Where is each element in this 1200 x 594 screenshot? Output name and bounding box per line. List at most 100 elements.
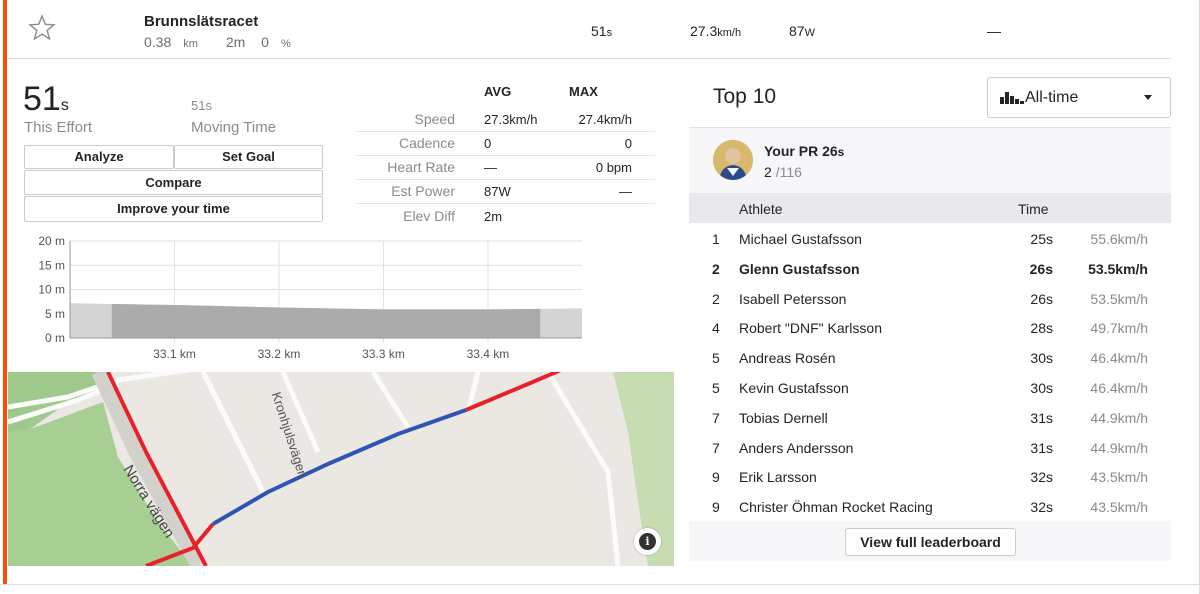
analyze-button[interactable]: Analyze bbox=[24, 145, 174, 169]
leaderboard-row[interactable]: 5 Andreas Rosén 30s 46.4km/h bbox=[689, 342, 1171, 372]
athlete-name[interactable]: Isabell Petersson bbox=[739, 290, 847, 307]
rank: 7 bbox=[712, 439, 720, 456]
stat-max: 27.4km/h bbox=[578, 112, 632, 127]
rank: 5 bbox=[712, 350, 720, 367]
rank: 7 bbox=[712, 409, 720, 426]
segment-distance: 0.38 km bbox=[144, 34, 198, 50]
athlete-name[interactable]: Kevin Gustafsson bbox=[739, 380, 849, 396]
speed: 43.5km/h bbox=[1090, 469, 1148, 486]
y-tick-label: 5 m bbox=[45, 307, 65, 321]
rank: 4 bbox=[712, 320, 720, 337]
leaderboard-title: Top 10 bbox=[713, 85, 777, 108]
segment-speed: 27.3km/h bbox=[690, 23, 742, 39]
leaderboard-row[interactable]: 7 Anders Andersson 31s 44.9km/h bbox=[689, 432, 1171, 462]
park-area bbox=[613, 372, 674, 566]
stat-divider bbox=[357, 131, 655, 132]
x-tick-label: 33.1 km bbox=[153, 347, 196, 361]
segment-elevation-area bbox=[111, 304, 541, 338]
x-tick-label: 33.4 km bbox=[467, 347, 510, 361]
stat-label: Cadence bbox=[398, 135, 455, 151]
athlete-name[interactable]: Michael Gustafsson bbox=[739, 231, 862, 247]
map-info-button[interactable]: i bbox=[634, 528, 661, 555]
time: 30s bbox=[1030, 380, 1053, 396]
leaderboard-row[interactable]: 4 Robert "DNF" Karlsson 28s 49.7km/h bbox=[689, 312, 1171, 342]
athlete-name[interactable]: Anders Andersson bbox=[739, 439, 854, 456]
stat-label: Est Power bbox=[391, 183, 455, 199]
leaderboard-row[interactable]: 2 Glenn Gustafsson 26s 53.5km/h bbox=[689, 253, 1171, 283]
rank: 2 bbox=[712, 260, 720, 277]
leaderboard-row[interactable]: 5 Kevin Gustafsson 30s 46.4km/h bbox=[689, 372, 1171, 402]
stat-label: Elev Diff bbox=[403, 208, 455, 224]
rank: 9 bbox=[712, 469, 720, 486]
athlete-name[interactable]: Andreas Rosén bbox=[739, 350, 836, 367]
leaderboard-table: 1 Michael Gustafsson 25s 55.6km/h 2 Glenn Gus… bbox=[689, 223, 1171, 521]
stat-label: Heart Rate bbox=[387, 159, 455, 175]
time: 31s bbox=[1030, 439, 1053, 456]
athlete-name[interactable]: Tobias Dernell bbox=[739, 409, 828, 426]
time: 30s bbox=[1030, 350, 1053, 367]
max-header: MAX bbox=[569, 84, 598, 99]
speed: 53.5km/h bbox=[1090, 290, 1148, 307]
leaderboard-row[interactable]: 2 Isabell Petersson 26s 53.5km/h bbox=[689, 283, 1171, 313]
time: 26s bbox=[1030, 290, 1053, 307]
speed: 43.5km/h bbox=[1090, 499, 1148, 516]
filter-selected-value: All-time bbox=[1025, 89, 1079, 106]
leaderboard-row[interactable]: 9 Christer Öhman Rocket Racing 32s 43.5km/h bbox=[689, 491, 1171, 521]
segment-power: 87W bbox=[789, 23, 815, 39]
segment-grade: 0% bbox=[261, 34, 291, 50]
stat-max: 0 bpm bbox=[595, 160, 632, 175]
segment-name[interactable]: Brunnslätsracet bbox=[144, 13, 259, 30]
time: 28s bbox=[1030, 320, 1053, 337]
caret-down-icon bbox=[1144, 95, 1152, 100]
stat-max: 0 bbox=[624, 136, 632, 151]
stat-avg: 2m bbox=[484, 209, 503, 224]
speed: 55.6km/h bbox=[1090, 231, 1148, 247]
stat-avg: — bbox=[484, 160, 497, 175]
effort-label: This Effort bbox=[24, 119, 93, 136]
view-full-leaderboard-button[interactable]: View full leaderboard bbox=[845, 528, 1016, 556]
stat-label: Speed bbox=[414, 111, 455, 127]
speed: 44.9km/h bbox=[1090, 409, 1148, 426]
stat-divider bbox=[357, 203, 655, 204]
leaderboard-filter-select[interactable]: All-time bbox=[987, 77, 1171, 118]
avatar[interactable] bbox=[713, 140, 753, 180]
speed: 44.9km/h bbox=[1090, 439, 1148, 456]
segment-extra: — bbox=[987, 23, 1001, 39]
elevation-chart[interactable]: 20 m 15 m 10 m 5 m 0 m 33.1 km 33.2 km 33.3 km 3… bbox=[15, 229, 585, 369]
leaderboard-header: Athlete Time bbox=[689, 193, 1171, 223]
rank: 1 bbox=[712, 231, 720, 247]
set-goal-button[interactable]: Set Goal bbox=[174, 145, 323, 169]
leaderboard-row[interactable]: 9 Erik Larsson 32s 43.5km/h bbox=[689, 461, 1171, 491]
x-tick-label: 33.3 km bbox=[362, 347, 405, 361]
speed: 46.4km/h bbox=[1090, 350, 1148, 367]
athlete-name[interactable]: Glenn Gustafsson bbox=[739, 260, 860, 277]
avg-header: AVG bbox=[484, 84, 512, 99]
effort-time: 51s bbox=[23, 80, 69, 118]
leaderboard-bars-icon bbox=[1000, 92, 1024, 104]
leaderboard-row[interactable]: 7 Tobias Dernell 31s 44.9km/h bbox=[689, 402, 1171, 432]
stat-avg: 87W bbox=[484, 184, 511, 199]
stat-max: — bbox=[619, 184, 632, 199]
rank: 5 bbox=[712, 380, 720, 396]
speed: 46.4km/h bbox=[1090, 380, 1148, 396]
leaderboard-row[interactable]: 1 Michael Gustafsson 25s 55.6km/h bbox=[689, 223, 1171, 253]
athlete-name[interactable]: Christer Öhman Rocket Racing bbox=[739, 499, 933, 516]
moving-time-value: 51s bbox=[191, 98, 212, 113]
moving-time-label: Moving Time bbox=[191, 119, 277, 136]
athlete-column-header: Athlete bbox=[739, 201, 783, 217]
segment-map[interactable]: Kronhjulsvägen Norra vägen bbox=[8, 372, 674, 566]
compare-button[interactable]: Compare bbox=[24, 170, 323, 195]
time-column-header: Time bbox=[1018, 201, 1049, 217]
athlete-name[interactable]: Robert "DNF" Karlsson bbox=[739, 320, 882, 337]
segment-stats: 0.38 km 2m 0% bbox=[144, 34, 315, 50]
accent-bar bbox=[3, 0, 7, 584]
y-tick-label: 20 m bbox=[38, 234, 65, 248]
time: 26s bbox=[1029, 260, 1053, 277]
star-icon[interactable] bbox=[28, 14, 56, 42]
improve-time-button[interactable]: Improve your time bbox=[24, 196, 323, 222]
segment-row[interactable]: Brunnslätsracet 0.38 km 2m 0% 51s 27.3km/… bbox=[8, 4, 1171, 59]
y-tick-label: 10 m bbox=[38, 283, 65, 297]
athlete-name[interactable]: Erik Larsson bbox=[739, 469, 817, 486]
time: 32s bbox=[1030, 469, 1053, 486]
rank: 9 bbox=[712, 499, 720, 516]
